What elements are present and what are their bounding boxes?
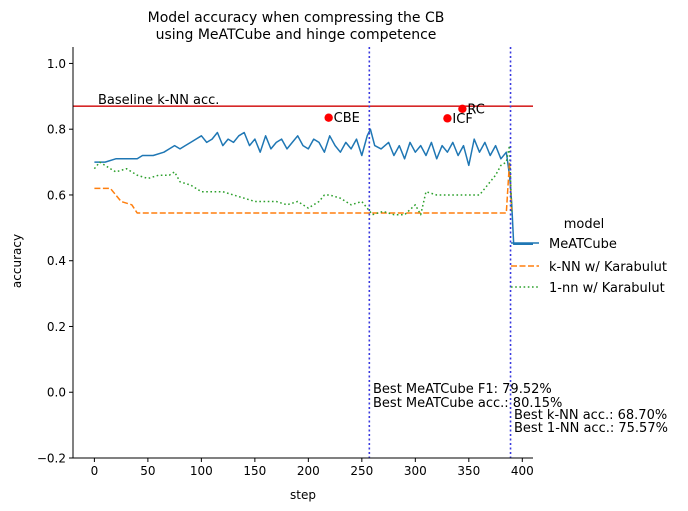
point-rc <box>458 104 467 114</box>
plot-area <box>73 47 533 458</box>
y-axis-label: accuracy <box>10 234 24 288</box>
series-line-2 <box>93 144 513 216</box>
x-tick-label: 350 <box>457 464 480 478</box>
chart-title-line-2: using MeATCube and hinge competence <box>156 27 437 43</box>
y-tick-label: 0.4 <box>47 254 66 268</box>
x-axis-label: step <box>290 488 316 502</box>
y-tick-label: 1.0 <box>47 57 66 71</box>
point-label-cbe: CBE <box>334 111 360 126</box>
annotation-best-meatcube-acc: Best MeATCube acc.: 80.15% <box>373 396 562 411</box>
point-label-icf: ICF <box>452 112 472 127</box>
x-tick-label: 200 <box>297 464 320 478</box>
baseline-label: Baseline k-NN acc. <box>98 93 219 108</box>
legend: model MeATCube k-NN w/ Karabulut 1-nn w/… <box>511 217 667 296</box>
annotation-best-knn-acc: Best k-NN acc.: 68.70% <box>514 408 667 423</box>
x-tick-label: 250 <box>350 464 373 478</box>
y-tick-label: 0.2 <box>47 320 66 334</box>
series-line-0 <box>94 128 533 246</box>
annotation-best-1nn-acc: Best 1-NN acc.: 75.57% <box>514 421 668 436</box>
legend-label-meatcube: MeATCube <box>549 237 617 252</box>
y-tick-label: 0.0 <box>47 386 66 400</box>
x-tick-label: 50 <box>140 464 155 478</box>
point-label-rc: RC <box>467 102 484 117</box>
legend-label-1nn: 1-nn w/ Karabulut <box>549 281 665 296</box>
x-tick-label: 0 <box>91 464 99 478</box>
y-tick-label: 0.6 <box>47 188 66 202</box>
legend-title: model <box>564 217 604 232</box>
legend-label-knn: k-NN w/ Karabulut <box>549 260 667 275</box>
y-tick-label: −0.2 <box>37 452 66 466</box>
point-icf <box>443 114 452 123</box>
x-tick-label: 300 <box>404 464 427 478</box>
series-line-1 <box>94 161 513 214</box>
annotation-best-meatcube-f1: Best MeATCube F1: 79.52% <box>373 382 552 397</box>
x-tick-label: 150 <box>243 464 266 478</box>
chart-title-line-1: Model accuracy when compressing the CB <box>148 10 445 26</box>
x-tick-label: 100 <box>190 464 213 478</box>
point-cbe <box>324 113 333 122</box>
y-tick-label: 0.8 <box>47 123 66 137</box>
x-tick-label: 400 <box>511 464 534 478</box>
